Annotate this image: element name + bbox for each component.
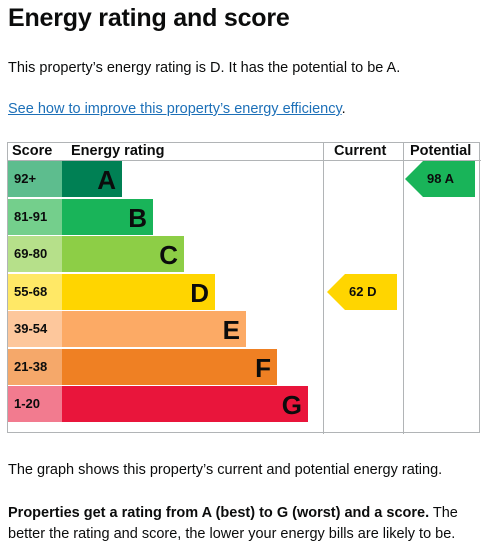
score-header: Score (12, 143, 53, 159)
band-bar-c: C (62, 236, 184, 272)
current-arrow-shape (327, 273, 397, 310)
band-score-a: 92+ (8, 161, 62, 197)
current-column-divider (323, 142, 324, 434)
graph-caption: The graph shows this property’s current … (8, 462, 443, 478)
energy-rating-chart: Score Energy rating Current Potential 92… (7, 142, 481, 434)
band-score-b: 81-91 (8, 198, 62, 235)
potential-rating-label: 98 A (427, 171, 454, 186)
intro-text: This property’s energy rating is D. It h… (8, 60, 401, 76)
potential-header: Potential (410, 143, 472, 159)
potential-rating-arrow: 98 A (405, 161, 475, 197)
header-divider (7, 160, 481, 161)
improve-link-suffix: . (341, 101, 346, 117)
band-bar-b: B (62, 198, 153, 235)
current-rating-label: 62 D (349, 283, 377, 299)
band-bar-e: E (62, 311, 246, 347)
band-bar-a: A (62, 161, 122, 197)
rating-explanation: Properties get a rating from A (best) to… (8, 503, 480, 545)
current-rating-arrow: 62 D (327, 273, 397, 310)
band-bar-f: F (62, 348, 277, 385)
improve-efficiency-link[interactable]: See how to improve this property’s energ… (8, 101, 342, 117)
band-score-e: 39-54 (8, 311, 62, 347)
improve-paragraph: See how to improve this property’s energ… (8, 99, 346, 120)
rating-header: Energy rating (71, 143, 165, 159)
band-score-g: 1-20 (8, 386, 62, 422)
current-header: Current (334, 143, 387, 159)
rating-explanation-bold: Properties get a rating from A (best) to… (8, 505, 430, 521)
chart-border (7, 142, 480, 433)
rating-explanation-rest: The better the rating and score, the low… (8, 505, 458, 542)
band-score-f: 21-38 (8, 348, 62, 385)
potential-column-divider (403, 142, 404, 434)
page-title: Energy rating and score (8, 4, 290, 32)
band-bar-d: D (62, 273, 215, 310)
band-bar-g: G (62, 386, 308, 422)
potential-arrow-shape (405, 161, 475, 197)
band-score-d: 55-68 (8, 273, 62, 310)
band-score-c: 69-80 (8, 236, 62, 272)
